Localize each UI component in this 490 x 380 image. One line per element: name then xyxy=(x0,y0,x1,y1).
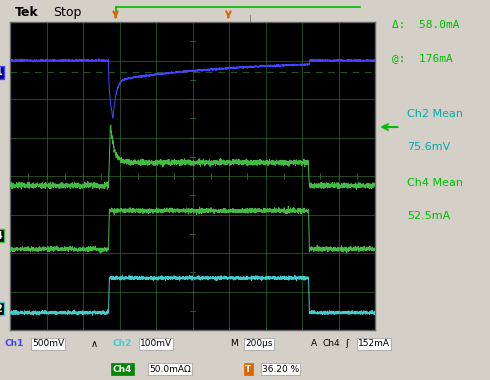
Text: @:  176mA: @: 176mA xyxy=(392,53,453,63)
Text: ∧: ∧ xyxy=(91,339,98,349)
Text: 50.0mAΩ: 50.0mAΩ xyxy=(149,364,191,374)
Text: T: T xyxy=(245,364,251,374)
Text: 152mA: 152mA xyxy=(358,339,390,348)
Text: ʃ: ʃ xyxy=(345,339,348,348)
Text: 52.5mA: 52.5mA xyxy=(407,211,450,221)
Text: 75.6mV: 75.6mV xyxy=(407,142,450,152)
Text: 200μs: 200μs xyxy=(245,339,272,348)
Text: 36.20 %: 36.20 % xyxy=(262,364,299,374)
Text: 100mV: 100mV xyxy=(140,339,172,348)
Text: Δ:  58.0mA: Δ: 58.0mA xyxy=(392,20,460,30)
Text: Ch4 Mean: Ch4 Mean xyxy=(407,178,463,188)
Text: Stop: Stop xyxy=(53,6,81,19)
Text: 2: 2 xyxy=(0,304,2,314)
Text: Ch2 Mean: Ch2 Mean xyxy=(407,109,463,119)
Text: A: A xyxy=(311,339,318,348)
Text: Ch2: Ch2 xyxy=(113,339,132,348)
Text: M: M xyxy=(230,339,238,348)
Text: Ch4: Ch4 xyxy=(322,339,340,348)
Text: Ch4: Ch4 xyxy=(113,364,132,374)
Text: 1: 1 xyxy=(0,67,2,77)
Text: 500mV: 500mV xyxy=(32,339,64,348)
Text: Ch1: Ch1 xyxy=(5,339,24,348)
Text: 4: 4 xyxy=(0,231,2,241)
Text: Tek: Tek xyxy=(15,6,39,19)
